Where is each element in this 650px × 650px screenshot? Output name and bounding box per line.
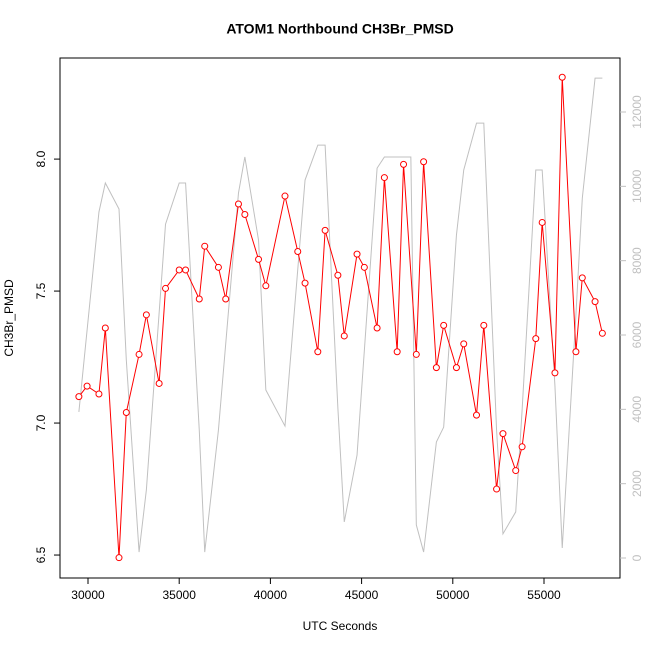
- point: [538, 218, 546, 226]
- point: [75, 393, 83, 401]
- point: [480, 321, 488, 329]
- point: [452, 364, 460, 372]
- point: [83, 382, 91, 390]
- point: [473, 411, 481, 419]
- plot-frame: [59, 57, 621, 579]
- point: [301, 279, 309, 287]
- point: [115, 554, 123, 562]
- point: [142, 311, 150, 319]
- x-tick-label: 30000: [71, 588, 105, 602]
- series-line: [78, 77, 603, 553]
- y-tick-label: 7.5: [34, 282, 48, 299]
- y-tick-label: 6.5: [34, 546, 48, 563]
- point: [101, 324, 109, 332]
- point: [578, 274, 586, 282]
- point: [412, 350, 420, 358]
- point: [460, 340, 468, 348]
- point: [400, 160, 408, 168]
- point: [499, 430, 507, 438]
- point: [155, 379, 163, 387]
- point: [518, 443, 526, 451]
- point: [373, 324, 381, 332]
- point: [222, 295, 230, 303]
- y2-tick-label: 10000: [630, 169, 644, 203]
- point: [380, 174, 388, 182]
- x-axis-label: UTC Seconds: [303, 619, 378, 633]
- x-tick-label: 40000: [254, 588, 288, 602]
- point: [598, 329, 606, 337]
- point: [532, 335, 540, 343]
- point: [175, 266, 183, 274]
- point: [314, 348, 322, 356]
- point: [182, 266, 190, 274]
- x-tick-label: 55000: [527, 588, 561, 602]
- point: [512, 467, 520, 475]
- point: [360, 263, 368, 271]
- point: [334, 271, 342, 279]
- y-tick-label: 8.0: [34, 150, 48, 167]
- y2-tick-label: 8000: [630, 247, 644, 274]
- point: [294, 247, 302, 255]
- point: [420, 158, 428, 166]
- point: [201, 242, 209, 250]
- point: [195, 295, 203, 303]
- x-tick-label: 50000: [436, 588, 470, 602]
- y2-tick-label: 2000: [630, 470, 644, 497]
- point: [353, 250, 361, 258]
- point: [255, 255, 263, 263]
- point: [432, 364, 440, 372]
- x-tick-label: 45000: [345, 588, 379, 602]
- point: [214, 263, 222, 271]
- x-tick-label: 35000: [163, 588, 197, 602]
- point: [122, 408, 130, 416]
- point: [95, 390, 103, 398]
- point: [262, 282, 270, 290]
- y-tick-label: 7.0: [34, 414, 48, 431]
- y2-tick-label: 12000: [630, 95, 644, 129]
- y2-tick-label: 0: [630, 554, 644, 561]
- point: [558, 73, 566, 81]
- point: [135, 350, 143, 358]
- chart-title: ATOM1 Northbound CH3Br_PMSD: [226, 21, 453, 37]
- point: [281, 192, 289, 200]
- point: [591, 298, 599, 306]
- point: [241, 211, 249, 219]
- point: [572, 348, 580, 356]
- point: [340, 332, 348, 340]
- y2-tick-label: 4000: [630, 396, 644, 423]
- y2-tick-label: 6000: [630, 321, 644, 348]
- point: [440, 321, 448, 329]
- point: [551, 369, 559, 377]
- point: [393, 348, 401, 356]
- point: [234, 200, 242, 208]
- point: [493, 485, 501, 493]
- point: [162, 284, 170, 292]
- y-axis-label: CH3Br_PMSD: [2, 279, 16, 357]
- point: [321, 226, 329, 234]
